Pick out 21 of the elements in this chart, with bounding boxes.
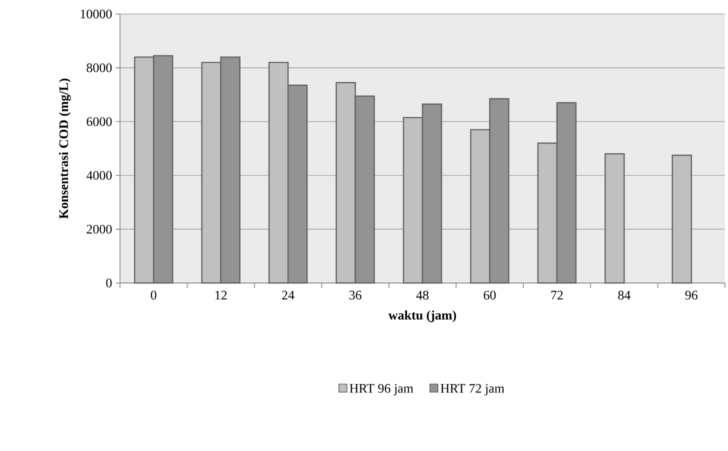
x-tick-label: 0 <box>150 290 156 300</box>
y-axis-title: Konsentrasi COD (mg/L) <box>58 78 71 219</box>
legend-label: HRT 72 jam <box>440 384 504 396</box>
bar <box>672 154 692 284</box>
legend-label: HRT 96 jam <box>350 384 414 396</box>
x-tick-label: 84 <box>618 290 630 300</box>
x-tick-label: 96 <box>685 290 698 300</box>
y-tick-label: 8000 <box>86 63 112 72</box>
y-tick-label: 10000 <box>80 10 112 18</box>
x-tick-label: 60 <box>484 290 496 300</box>
x-tick-label: 24 <box>282 290 294 300</box>
x-tick-label: 12 <box>215 290 227 300</box>
y-tick-label: 2000 <box>86 224 112 234</box>
x-axis-title: waktu (jam) <box>388 310 456 322</box>
y-tick-label: 6000 <box>86 117 112 126</box>
bar <box>604 153 625 284</box>
y-tick-label: 4000 <box>86 171 112 180</box>
x-tick-label: 36 <box>349 290 362 300</box>
x-tick-label: 48 <box>416 290 429 300</box>
y-tick-label: 0 <box>106 278 112 288</box>
x-tick-label: 72 <box>551 290 563 300</box>
